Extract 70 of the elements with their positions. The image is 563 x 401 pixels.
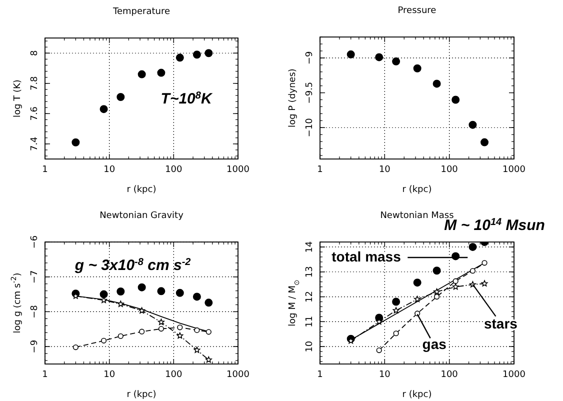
x-tick-label: 100 [165,370,183,380]
y-tick-label: 12 [305,291,315,302]
x-tick-label: 10 [104,370,116,380]
point [138,70,146,78]
point [176,54,184,62]
x-tick-label: 1 [42,370,48,380]
point [432,80,441,88]
x-tick-label: 1000 [502,165,526,175]
x-axis-title: r (kpc) [126,390,156,400]
point [192,292,201,301]
point [413,64,422,72]
y-axis-title: log T (K) [13,80,23,118]
point [100,105,108,114]
x-axis-title: r (kpc) [402,185,432,195]
y-tick-label: 10 [305,340,315,352]
annotation: gas [422,336,447,352]
chart-title: Newtonian Gravity [100,211,184,221]
y-tick-label: −8 [30,304,40,318]
point [100,290,108,298]
y-tick-label: −9 [30,340,40,354]
y-tick-label: 8 [30,50,40,56]
x-tick-label: 1 [317,370,323,380]
point [139,328,145,334]
y-tick-label: 7.8 [30,76,40,91]
y-tick-label: −7 [30,270,40,284]
x-tick-label: 100 [440,165,458,175]
x-tick-label: 1000 [226,165,250,175]
x-axis-title: r (kpc) [402,390,432,400]
x-tick-label: 1000 [226,370,250,380]
point [194,327,200,333]
x-tick-label: 10 [378,165,391,175]
annotation: g ~ 3x10$^{-8}$ cm s$^{-2}$ [74,256,192,274]
annotation: T~10$^{8}$K [160,90,213,108]
point [452,96,460,104]
point [138,283,146,292]
point [194,346,200,353]
x-tick-label: 1 [317,165,323,175]
x-tick-label: 100 [165,165,183,175]
point [157,68,166,77]
x-tick-label: 10 [378,370,391,380]
annotation: total mass [332,248,402,265]
y-tick-label: −10 [305,118,315,138]
point [157,287,166,296]
point [468,120,477,129]
x-tick-label: 1000 [502,370,526,380]
y-tick-label: 7.6 [30,106,40,121]
y-tick-label: −9.5 [305,82,315,104]
y-tick-label: 14 [305,240,315,253]
point [100,338,107,344]
x-tick-label: 10 [104,165,116,175]
chart-title: Temperature [112,7,170,17]
point [138,307,146,314]
y-tick-label: −9 [305,51,315,65]
x-tick-label: 1 [42,165,48,175]
point [192,50,201,59]
x-tick-label: 100 [440,370,458,380]
point [158,326,164,332]
y-tick-label: 7.4 [30,136,40,152]
point [158,318,164,325]
chart-title: Newtonian Mass [380,211,454,221]
y-tick-label: −6 [30,235,40,249]
point [176,332,184,339]
y-tick-label: 13 [305,266,315,278]
x-axis-title: r (kpc) [126,185,156,195]
point [176,288,184,297]
point [177,324,183,330]
y-tick-label: 11 [305,316,315,328]
y-axis-title: log P (dynes) [288,68,298,128]
chart-title: Pressure [398,6,437,16]
point [375,53,384,62]
